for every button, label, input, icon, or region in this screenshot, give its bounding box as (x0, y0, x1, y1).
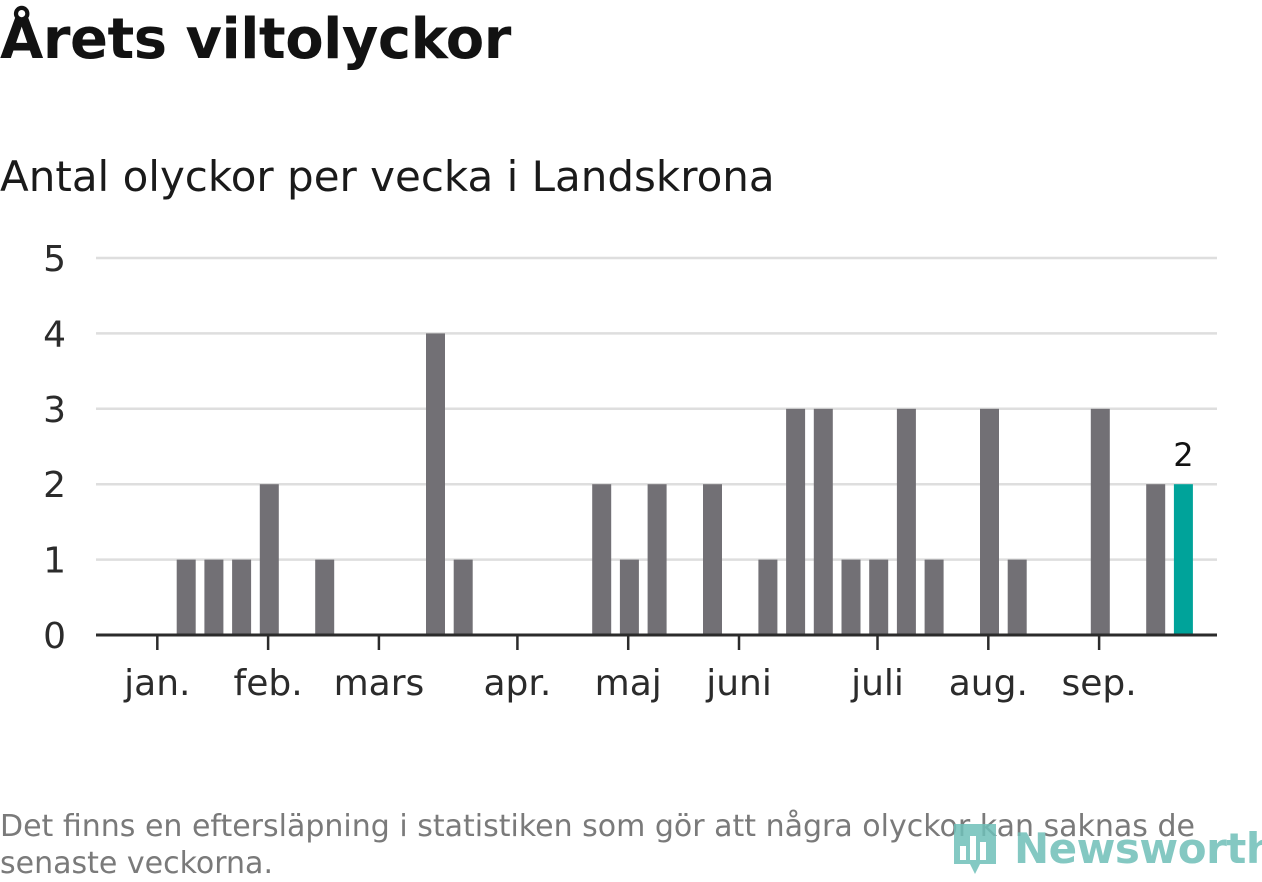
bar (703, 484, 722, 635)
y-tick-label: 5 (43, 239, 66, 280)
y-tick-label: 1 (43, 541, 66, 582)
bar (647, 484, 667, 635)
bar (453, 559, 473, 635)
y-tick-label: 4 (43, 314, 66, 355)
bar (315, 559, 335, 635)
bar (924, 559, 944, 635)
x-tick-label: feb. (234, 663, 303, 704)
x-tick-label: jan. (123, 663, 190, 704)
bar (1090, 408, 1110, 635)
x-tick-label: juli (850, 663, 904, 704)
bar (204, 559, 224, 635)
data-label: 2 (1173, 436, 1193, 474)
x-tick-label: mars (334, 663, 425, 704)
bar (841, 559, 861, 635)
x-tick-label: sep. (1062, 663, 1137, 704)
chart-title: Årets viltolyckor (0, 7, 511, 72)
bar (786, 408, 806, 635)
x-tick-label: maj (595, 663, 662, 704)
x-tick-label: apr. (483, 663, 551, 704)
bar (980, 408, 999, 635)
bar (176, 559, 196, 635)
chart-subtitle: Antal olyckor per vecka i Landskrona (0, 152, 775, 201)
brand-name: Newsworthy (1014, 823, 1262, 873)
bar (758, 559, 778, 635)
y-tick-label: 0 (43, 616, 66, 657)
bar (1007, 559, 1027, 635)
x-tick-label: aug. (949, 663, 1028, 704)
bar (426, 333, 445, 635)
bar (869, 559, 889, 635)
bar (896, 408, 916, 635)
y-tick-label: 2 (43, 465, 66, 506)
brand-logo: Newsworthy (950, 818, 1262, 878)
bar (1146, 484, 1166, 635)
bar-chart: 0 1 2 3 4 5 2 jan. feb. mars apr. maj juni juli aug. se… (43, 239, 1217, 704)
bar (813, 408, 833, 635)
bar-highlight (1173, 484, 1193, 635)
bar (592, 484, 612, 635)
bar (619, 559, 639, 635)
x-tick-label: juni (705, 663, 772, 704)
y-tick-label: 3 (43, 390, 66, 431)
bar (232, 559, 252, 635)
bar-chart-logo-icon (954, 824, 996, 874)
bar (259, 484, 279, 635)
